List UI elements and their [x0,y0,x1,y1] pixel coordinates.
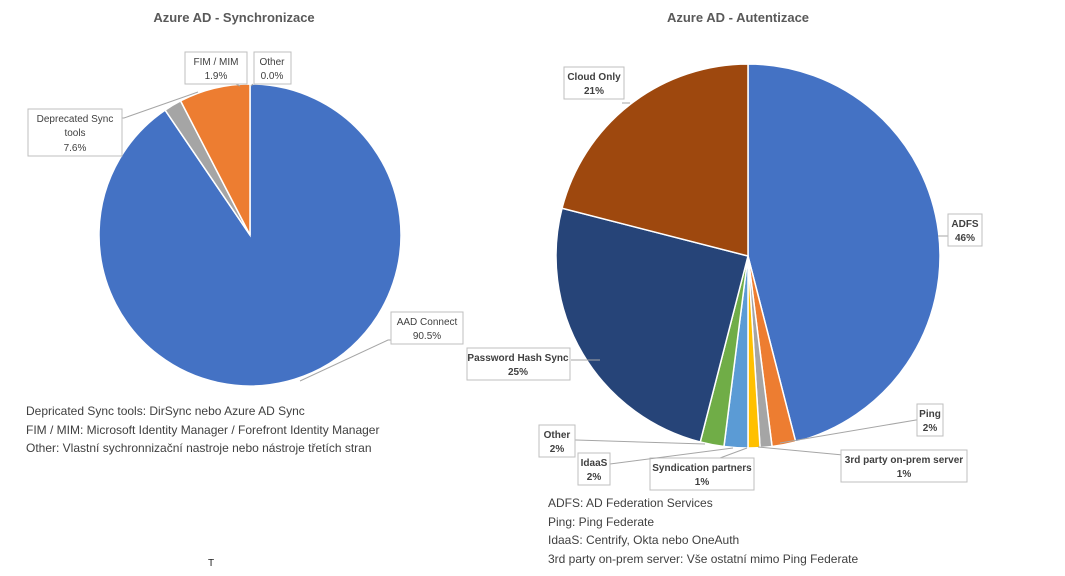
label-idaas-value: 2% [587,472,602,483]
label-3rd-party-value: 1% [897,469,912,480]
label-sync-other-value: 0.0% [261,71,284,82]
sync-note-3: Other: Vlastní sychronnizační nastroje n… [26,439,379,458]
label-aad-connect-name: AAD Connect [397,317,458,328]
label-fim-mim-name: FIM / MIM [194,57,239,68]
sync-note-2: FIM / MIM: Microsoft Identity Manager / … [26,421,379,440]
auth-chart-title: Azure AD - Autentizace [667,10,809,25]
label-idaas-name: IdaaS [581,458,608,469]
label-syndication-value: 1% [695,477,710,488]
auth-note-3: IdaaS: Centrify, Okta nebo OneAuth [548,531,858,550]
auth-pie [556,64,940,448]
sync-note-1: Depricated Sync tools: DirSync nebo Azur… [26,402,379,421]
label-cloud-only-value: 21% [584,86,604,97]
auth-notes: ADFS: AD Federation Services Ping: Ping … [548,494,858,568]
sync-chart-title: Azure AD - Synchronizace [153,10,314,25]
auth-note-4: 3rd party on-prem server: Vše ostatní mi… [548,550,858,569]
label-ping-name: Ping [919,409,941,420]
label-cloud-only-name: Cloud Only [567,72,621,83]
auth-note-1: ADFS: AD Federation Services [548,494,858,513]
label-deprecated-name-1: Deprecated Sync [37,114,114,125]
label-aad-connect-value: 90.5% [413,331,441,342]
label-sync-other-name: Other [259,57,285,68]
text-cursor-icon: T [208,558,214,569]
label-phs-value: 25% [508,367,528,378]
label-adfs-value: 46% [955,233,975,244]
label-3rd-party-name: 3rd party on-prem server [845,455,963,466]
auth-note-2: Ping: Ping Federate [548,513,858,532]
label-auth-other-name: Other [544,430,571,441]
sync-notes: Depricated Sync tools: DirSync nebo Azur… [26,402,379,458]
label-ping-value: 2% [923,423,938,434]
label-auth-other-value: 2% [550,444,565,455]
label-deprecated-value: 7.6% [64,143,87,154]
sync-pie [99,84,401,386]
label-deprecated-name-2: tools [64,128,85,139]
label-fim-mim-value: 1.9% [205,71,228,82]
label-syndication-name: Syndication partners [652,463,752,474]
label-adfs-name: ADFS [951,219,979,230]
charts-canvas: Azure AD - Synchronizace AAD Connect 90.… [0,0,1065,576]
label-phs-name: Password Hash Sync [467,353,569,364]
